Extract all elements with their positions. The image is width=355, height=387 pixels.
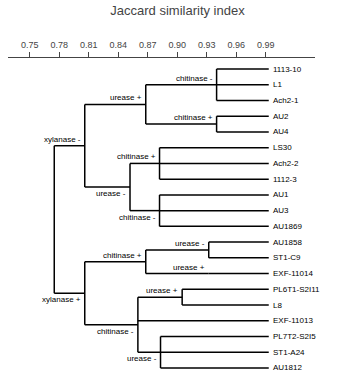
- svg-text:urease +: urease +: [110, 93, 142, 102]
- svg-text:Ach2-2: Ach2-2: [273, 159, 299, 168]
- svg-text:AU3: AU3: [273, 206, 289, 215]
- svg-text:EXF-11014: EXF-11014: [273, 269, 313, 278]
- svg-text:EXF-11013: EXF-11013: [273, 316, 313, 325]
- svg-text:0.84: 0.84: [109, 40, 127, 50]
- svg-text:urease +: urease +: [173, 263, 205, 272]
- svg-text:AU1869: AU1869: [273, 222, 302, 231]
- svg-text:LS30: LS30: [273, 143, 292, 152]
- svg-text:ST1-A24: ST1-A24: [273, 348, 305, 357]
- svg-text:chitinase +: chitinase +: [103, 251, 142, 260]
- svg-text:L1: L1: [273, 80, 282, 89]
- svg-text:xylanase +: xylanase +: [42, 295, 81, 304]
- svg-text:urease +: urease +: [146, 286, 178, 295]
- svg-text:L8: L8: [273, 301, 282, 310]
- svg-text:Ach2-1: Ach2-1: [273, 96, 299, 105]
- svg-text:chitinase -: chitinase -: [119, 213, 156, 222]
- svg-text:0.75: 0.75: [21, 40, 39, 50]
- svg-text:Jaccard similarity index: Jaccard similarity index: [110, 3, 245, 18]
- svg-text:PL6T1-S2I11: PL6T1-S2I11: [273, 285, 320, 294]
- svg-text:urease -: urease -: [127, 354, 157, 363]
- svg-text:0.90: 0.90: [168, 40, 186, 50]
- svg-text:0.99: 0.99: [257, 40, 275, 50]
- svg-text:AU1858: AU1858: [273, 238, 302, 247]
- svg-text:chitinase -: chitinase -: [97, 327, 134, 336]
- svg-text:0.96: 0.96: [228, 40, 246, 50]
- svg-text:AU4: AU4: [273, 127, 289, 136]
- svg-text:chitinase -: chitinase -: [176, 74, 213, 83]
- svg-text:1112-3: 1112-3: [273, 175, 297, 184]
- svg-text:AU2: AU2: [273, 112, 289, 121]
- svg-text:xylanase -: xylanase -: [44, 135, 81, 144]
- svg-text:urease -: urease -: [96, 189, 126, 198]
- svg-text:AU1: AU1: [273, 190, 289, 199]
- svg-text:urease -: urease -: [175, 239, 205, 248]
- svg-text:0.78: 0.78: [50, 40, 68, 50]
- svg-text:chitinase +: chitinase +: [117, 152, 156, 161]
- svg-text:0.93: 0.93: [198, 40, 216, 50]
- svg-text:1113-10: 1113-10: [273, 65, 302, 74]
- svg-text:chitinase +: chitinase +: [174, 113, 213, 122]
- svg-text:0.87: 0.87: [139, 40, 157, 50]
- svg-text:0.81: 0.81: [80, 40, 98, 50]
- svg-text:ST1-C9: ST1-C9: [273, 253, 301, 262]
- svg-text:PL7T2-S2I5: PL7T2-S2I5: [273, 332, 316, 341]
- svg-text:AU1812: AU1812: [273, 363, 302, 372]
